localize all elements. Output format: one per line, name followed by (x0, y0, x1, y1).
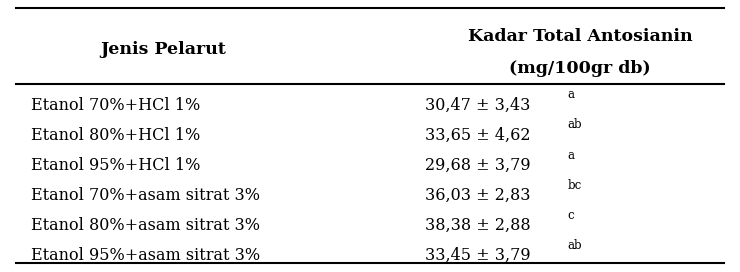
Text: 33,45 ± 3,79: 33,45 ± 3,79 (425, 247, 531, 264)
Text: a: a (568, 149, 574, 162)
Text: 33,65 ± 4,62: 33,65 ± 4,62 (425, 127, 531, 144)
Text: 36,03 ± 2,83: 36,03 ± 2,83 (425, 187, 531, 204)
Text: Etanol 70%+HCl 1%: Etanol 70%+HCl 1% (31, 97, 200, 113)
Text: (mg/100gr db): (mg/100gr db) (509, 60, 651, 77)
Text: a: a (568, 88, 574, 101)
Text: ab: ab (568, 119, 582, 131)
Text: c: c (568, 209, 574, 222)
Text: Etanol 95%+HCl 1%: Etanol 95%+HCl 1% (31, 157, 201, 174)
Text: ab: ab (568, 239, 582, 252)
Text: 38,38 ± 2,88: 38,38 ± 2,88 (425, 217, 531, 234)
Text: 30,47 ± 3,43: 30,47 ± 3,43 (425, 97, 531, 113)
Text: Jenis Pelarut: Jenis Pelarut (101, 41, 226, 58)
Text: 29,68 ± 3,79: 29,68 ± 3,79 (425, 157, 531, 174)
Text: Etanol 70%+asam sitrat 3%: Etanol 70%+asam sitrat 3% (31, 187, 260, 204)
Text: Etanol 80%+HCl 1%: Etanol 80%+HCl 1% (31, 127, 200, 144)
Text: Etanol 80%+asam sitrat 3%: Etanol 80%+asam sitrat 3% (31, 217, 260, 234)
Text: Etanol 95%+asam sitrat 3%: Etanol 95%+asam sitrat 3% (31, 247, 260, 264)
Text: Kadar Total Antosianin: Kadar Total Antosianin (468, 28, 693, 45)
Text: bc: bc (568, 179, 582, 192)
